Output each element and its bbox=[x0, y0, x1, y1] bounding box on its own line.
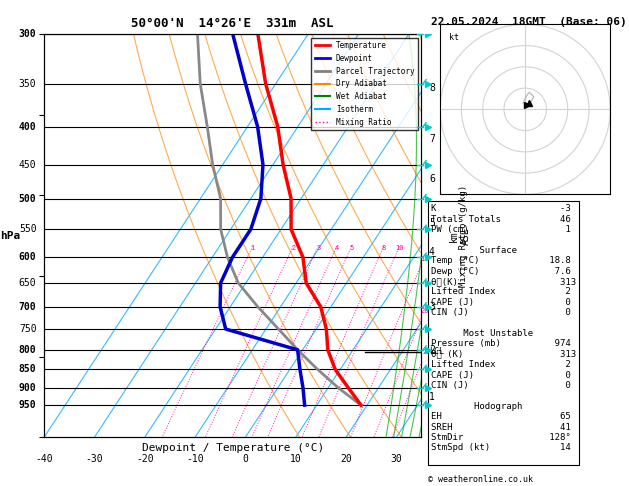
Text: 500: 500 bbox=[19, 193, 36, 204]
X-axis label: Dewpoint / Temperature (°C): Dewpoint / Temperature (°C) bbox=[142, 443, 324, 453]
Text: 950: 950 bbox=[19, 400, 36, 410]
Text: 4: 4 bbox=[429, 247, 435, 257]
Text: 5: 5 bbox=[349, 245, 353, 251]
Text: 350: 350 bbox=[19, 79, 36, 88]
Title: 50°00'N  14°26'E  331m  ASL: 50°00'N 14°26'E 331m ASL bbox=[131, 17, 334, 30]
Text: -40: -40 bbox=[35, 453, 53, 464]
Text: 15: 15 bbox=[420, 256, 429, 262]
Text: 7: 7 bbox=[429, 134, 435, 143]
Text: 300: 300 bbox=[19, 29, 36, 39]
Text: 8: 8 bbox=[381, 245, 386, 251]
Text: 550: 550 bbox=[19, 224, 36, 234]
Text: 450: 450 bbox=[19, 159, 36, 170]
Text: 650: 650 bbox=[19, 278, 36, 288]
Text: 900: 900 bbox=[19, 383, 36, 393]
Text: 2: 2 bbox=[429, 345, 435, 355]
Text: 5: 5 bbox=[429, 218, 435, 228]
Text: 20: 20 bbox=[340, 453, 352, 464]
Text: hPa: hPa bbox=[0, 231, 20, 241]
Text: 10: 10 bbox=[290, 453, 301, 464]
Text: K                       -3
Totals Totals           46
PW (cm)                  1: K -3 Totals Totals 46 PW (cm) 1 bbox=[431, 204, 576, 463]
Text: 800: 800 bbox=[19, 345, 36, 355]
Text: 1: 1 bbox=[429, 392, 435, 401]
Legend: Temperature, Dewpoint, Parcel Trajectory, Dry Adiabat, Wet Adiabat, Isotherm, Mi: Temperature, Dewpoint, Parcel Trajectory… bbox=[311, 38, 418, 130]
Text: -10: -10 bbox=[186, 453, 204, 464]
Text: 6: 6 bbox=[429, 174, 435, 184]
Text: 8: 8 bbox=[429, 83, 435, 93]
Text: -30: -30 bbox=[86, 453, 103, 464]
Text: 30: 30 bbox=[391, 453, 402, 464]
Text: 0: 0 bbox=[242, 453, 248, 464]
Text: 10: 10 bbox=[395, 245, 404, 251]
Text: 2: 2 bbox=[291, 245, 295, 251]
Text: 4: 4 bbox=[335, 245, 339, 251]
Text: 3: 3 bbox=[316, 245, 320, 251]
Text: 700: 700 bbox=[19, 302, 36, 312]
Text: Mixing Ratio (g/kg): Mixing Ratio (g/kg) bbox=[459, 185, 468, 287]
Text: LCL: LCL bbox=[429, 347, 444, 356]
Text: 1: 1 bbox=[250, 245, 255, 251]
Text: 750: 750 bbox=[19, 324, 36, 334]
Text: © weatheronline.co.uk: © weatheronline.co.uk bbox=[428, 474, 533, 484]
Text: kt: kt bbox=[448, 33, 459, 42]
Text: 25: 25 bbox=[422, 349, 431, 355]
Text: 850: 850 bbox=[19, 364, 36, 374]
Text: 600: 600 bbox=[19, 252, 36, 262]
Text: 20: 20 bbox=[421, 308, 429, 314]
Text: 3: 3 bbox=[429, 302, 435, 312]
Text: -20: -20 bbox=[136, 453, 153, 464]
Y-axis label: km
ASL: km ASL bbox=[449, 227, 471, 244]
Text: 400: 400 bbox=[19, 122, 36, 132]
Text: 22.05.2024  18GMT  (Base: 06): 22.05.2024 18GMT (Base: 06) bbox=[431, 17, 626, 27]
